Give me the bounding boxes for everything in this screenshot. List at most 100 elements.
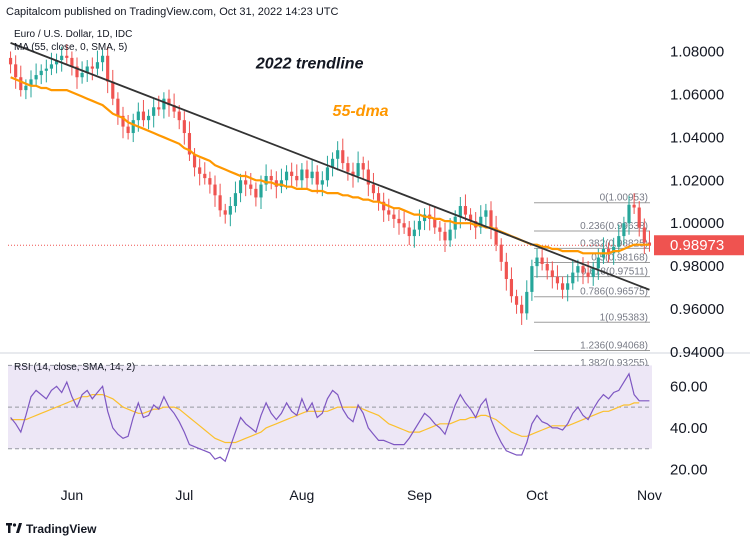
candle-body [479, 216, 483, 228]
rsi-tick-label: 20.00 [670, 462, 708, 479]
candle-body [19, 77, 23, 91]
candle-body [157, 107, 161, 110]
candle-body [336, 150, 340, 159]
candle-body [315, 171, 319, 185]
candle-body [300, 169, 304, 181]
candle-body [330, 158, 335, 168]
candle-body [100, 55, 105, 63]
fib-level-label: 1.382(0.93255) [580, 358, 648, 369]
price-tick-label: 1.08000 [670, 43, 724, 60]
candle-body [233, 193, 238, 207]
candle-body [458, 206, 462, 217]
fib-level-label: 0.618(0.97511) [581, 267, 648, 278]
candle-body [14, 64, 18, 78]
candle-body [356, 163, 360, 176]
candle-body [182, 120, 186, 134]
candle-body [397, 218, 401, 224]
tradingview-logo-icon [6, 522, 22, 536]
candle-body [361, 163, 365, 170]
candle-body [39, 70, 43, 76]
candle-body [254, 188, 258, 198]
candle-body [126, 126, 130, 134]
candle-body [85, 66, 89, 73]
symbol-legend[interactable]: Euro / U.S. Dollar, 1D, IDC [14, 29, 133, 40]
candle-body [535, 257, 539, 267]
time-tick-label: Nov [637, 487, 662, 503]
fib-level-label: 1(0.95383) [600, 312, 648, 323]
fib-level-label: 0.236(0.99638) [580, 221, 648, 232]
candle-body [591, 268, 595, 277]
candle-body [525, 291, 529, 314]
candle-body [131, 120, 135, 134]
candle-body [228, 206, 232, 215]
tradingview-brand: TradingView [26, 522, 97, 536]
candle-body [284, 171, 289, 181]
fib-level-label: 0.786(0.96575) [580, 287, 648, 298]
time-tick-label: Aug [289, 487, 314, 503]
rsi-line [10, 372, 650, 463]
rsi-pane: 60.00 40.00 20.00 [8, 364, 708, 479]
candle-body [550, 270, 554, 277]
candle-body [213, 184, 217, 196]
rsi-tick-label: 60.00 [670, 378, 708, 395]
candle-body [433, 218, 437, 228]
candle-body [177, 111, 181, 121]
candle-body [95, 62, 100, 69]
candle-body [366, 169, 370, 185]
fib-level-label: 1.236(0.94068) [580, 341, 648, 352]
candle-body [60, 55, 64, 61]
candle-body [520, 304, 524, 314]
time-tick-label: Sep [407, 487, 432, 503]
candle-body [264, 175, 268, 185]
ma55-line [10, 76, 650, 255]
candle-body [29, 79, 33, 86]
candle-body [44, 68, 48, 71]
candle-body [244, 180, 248, 185]
time-tick-label: Jun [61, 487, 84, 503]
candle-body [438, 227, 442, 232]
candle-body [34, 75, 38, 80]
candle-body [346, 163, 350, 172]
candle-body [382, 201, 386, 211]
price-pane: 1.08000 1.06000 1.04000 1.02000 1.00000 0.980… [0, 42, 750, 369]
candle-body [509, 279, 514, 297]
candle-body [499, 244, 503, 262]
candle-body [606, 248, 611, 254]
candle-body [555, 276, 560, 284]
ma-legend[interactable]: MA (55, close, 0, SMA, 5) [14, 42, 128, 53]
candle-body [647, 242, 652, 246]
ma-annotation: 55-dma [333, 103, 389, 120]
candle-body [392, 214, 396, 219]
footer-brand[interactable]: TradingView [6, 522, 96, 536]
price-tick-label: 0.94000 [670, 344, 724, 361]
candle-body [121, 115, 125, 127]
candle-body [24, 85, 28, 91]
candle-body [279, 180, 284, 187]
candle-body [305, 169, 309, 179]
candle-body [223, 210, 227, 215]
candle-body [192, 154, 197, 168]
candle-body [249, 184, 253, 189]
candle-body [627, 204, 631, 224]
candle-body [407, 227, 411, 237]
candle-body [376, 193, 381, 202]
candle-body [576, 266, 580, 273]
candle-body [448, 229, 452, 241]
candle-body [586, 272, 590, 277]
candle-body [387, 210, 391, 215]
fib-level-label: 0.5(0.98168) [591, 253, 648, 264]
candle-body [417, 221, 422, 230]
rsi-legend[interactable]: RSI (14, close, SMA, 14, 2) [14, 362, 136, 373]
candle-body [581, 266, 585, 273]
candle-body [351, 171, 355, 176]
price-tick-label: 0.96000 [670, 301, 724, 318]
time-tick-label: Oct [526, 487, 548, 503]
candle-body [152, 107, 156, 116]
time-tick-label: Jul [175, 487, 193, 503]
candle-body [320, 180, 324, 185]
candle-body [412, 229, 416, 237]
candle-body [238, 180, 243, 194]
last-price-tag [654, 235, 744, 256]
candle-body [259, 184, 263, 198]
candle-body [596, 257, 600, 269]
